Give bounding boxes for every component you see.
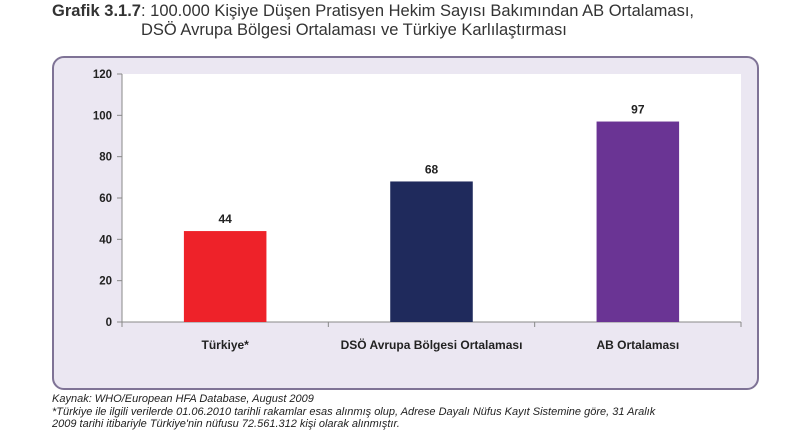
footnote-line2: 2009 tarihi itibariyle Türkiye'nin nüfus… [52,418,400,430]
data-label: 97 [631,103,645,117]
footnote-line1: *Türkiye ile ilgili verilerde 01.06.2010… [52,405,656,418]
chart-frame: 0 20 40 60 80 100 120 44 Türkiye* 68 DSÖ Avrupa Bö… [52,56,759,390]
bar-chart: 0 20 40 60 80 100 120 44 Türkiye* 68 DSÖ Avrupa Bö… [93,69,742,352]
x-category-label: AB Ortalaması [596,338,679,352]
x-category-label: Türkiye* [201,338,249,352]
y-tick-label: 20 [99,276,112,288]
y-tick-label: 80 [99,152,112,164]
y-tick-label: 60 [99,193,112,205]
chart-title-line2: DSÖ Avrupa Bölgesi Ortalaması ve Türkiye… [141,21,567,39]
data-label: 68 [425,162,439,176]
data-label: 44 [218,212,232,226]
x-category-label: DSÖ Avrupa Bölgesi Ortalaması [341,337,523,352]
chart-title-line1: : 100.000 Kişiye Düşen Pratisyen Hekim S… [140,2,694,20]
bar-1 [183,231,267,322]
chart-title-label: Grafik 3.1.7 [52,2,141,20]
y-tick-label: 100 [93,110,112,122]
chart-title: Grafik 3.1.7: 100.000 Kişiye Düşen Prati… [52,2,797,40]
y-tick-label: 40 [99,234,112,246]
y-tick-label: 120 [93,69,112,81]
bar-3 [596,121,680,323]
chart-footer: Kaynak: WHO/European HFA Database, Augus… [52,393,802,431]
y-tick-label: 0 [106,317,112,329]
bar-2 [390,181,473,322]
source-note: Kaynak: WHO/European HFA Database, Augus… [52,393,314,405]
